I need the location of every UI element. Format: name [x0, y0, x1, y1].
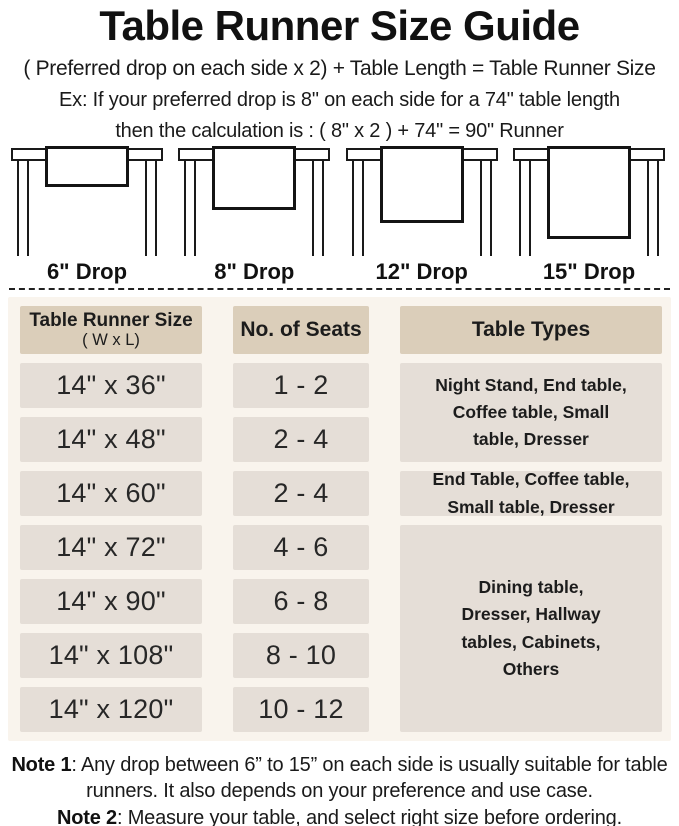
header-table-types: Table Types	[400, 306, 662, 354]
table-leg-left	[17, 159, 29, 256]
runner-size-cell: 14" x 48"	[20, 417, 202, 462]
runner-size-cell: 14" x 108"	[20, 633, 202, 678]
runner-shape	[45, 146, 129, 187]
seats-cell: 2 - 4	[233, 471, 369, 516]
runner-size-cell: 14" x 72"	[20, 525, 202, 570]
table-leg-right	[646, 159, 659, 256]
size-guide-panel: Table Runner Size ( W x L) No. of Seats …	[8, 297, 671, 741]
figure-8-drop: 8" Drop	[178, 146, 331, 285]
table-illustration-12	[345, 146, 498, 256]
table-leg-left	[184, 159, 197, 256]
formula-line: ( Preferred drop on each side x 2) + Tab…	[23, 57, 656, 80]
header-runner-size-line2: ( W x L)	[82, 331, 140, 350]
runner-size-cell: 14" x 36"	[20, 363, 202, 408]
table-illustration-15	[512, 146, 665, 256]
table-types-group-2: End Table, Coffee table, Small table, Dr…	[400, 469, 662, 517]
table-types-group-3: Dining table, Dresser, Hallway tables, C…	[400, 525, 662, 732]
drop-label-12: 12" Drop	[375, 259, 468, 284]
drop-label-8: 8" Drop	[214, 259, 295, 284]
seats-cell: 2 - 4	[233, 417, 369, 462]
notes-section: Note 1: Any drop between 6” to 15” on ea…	[0, 752, 679, 826]
table-types-group-1: Night Stand, End table, Coffee table, Sm…	[400, 363, 662, 462]
dashed-divider	[9, 288, 670, 290]
seats-cell: 8 - 10	[233, 633, 369, 678]
header-runner-size-line1: Table Runner Size	[29, 309, 193, 331]
table-leg-left	[351, 159, 364, 256]
runner-size-cell: 14" x 120"	[20, 687, 202, 732]
figure-12-drop: 12" Drop	[345, 146, 498, 285]
note-1-label: Note 1	[11, 754, 72, 776]
runner-size-cell: 14" x 90"	[20, 579, 202, 624]
drop-label-15: 15" Drop	[542, 259, 636, 284]
seats-cell: 4 - 6	[233, 525, 369, 570]
drop-label-6: 6" Drop	[46, 259, 128, 284]
runner-shape	[379, 146, 464, 223]
seats-cell: 10 - 12	[233, 687, 369, 732]
runner-shape	[212, 146, 297, 210]
header-runner-size: Table Runner Size ( W x L)	[20, 306, 202, 354]
table-leg-right	[312, 159, 325, 256]
seats-cell: 1 - 2	[233, 363, 369, 408]
note-2-label: Note 2	[57, 806, 117, 826]
header-seats: No. of Seats	[233, 306, 369, 354]
page-title: Table Runner Size Guide	[99, 2, 580, 49]
note-1: Note 1: Any drop between 6” to 15” on ea…	[4, 752, 676, 805]
table-leg-left	[518, 159, 531, 256]
table-illustration-8	[178, 146, 331, 256]
note-1-text: : Any drop between 6” to 15” on each sid…	[71, 754, 668, 803]
example-line-2: then the calculation is : ( 8" x 2 ) + 7…	[115, 120, 564, 142]
example-line-1: Ex: If your preferred drop is 8" on each…	[59, 89, 620, 111]
seats-cell: 6 - 8	[233, 579, 369, 624]
figure-15-drop: 15" Drop	[512, 146, 665, 285]
drop-illustrations-row: 6" Drop 8" Drop 12" Drop	[0, 146, 679, 285]
table-leg-right	[479, 159, 492, 256]
runner-size-cell: 14" x 60"	[20, 471, 202, 516]
note-2: Note 2: Measure your table, and select r…	[4, 805, 676, 826]
figure-6-drop: 6" Drop	[11, 146, 163, 285]
size-guide-table: Table Runner Size ( W x L) No. of Seats …	[20, 306, 662, 732]
table-illustration-6	[11, 146, 163, 256]
runner-shape	[546, 146, 631, 239]
note-2-text: : Measure your table, and select right s…	[116, 806, 622, 826]
table-leg-right	[145, 159, 157, 256]
